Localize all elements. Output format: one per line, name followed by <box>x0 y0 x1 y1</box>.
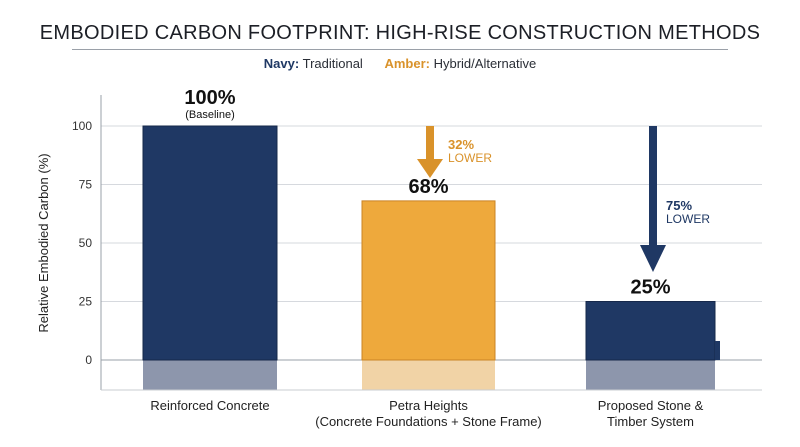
arrow-75-head <box>640 245 666 272</box>
value-label-2: 68% <box>408 176 448 198</box>
y-tick-label: 75 <box>79 178 93 192</box>
arrow-75-shaft <box>649 126 657 246</box>
bar-3-shadow <box>715 341 720 360</box>
bar-reflection <box>362 360 495 390</box>
y-tick-label: 50 <box>79 236 93 250</box>
y-tick-label: 100 <box>72 119 92 133</box>
legend-key-amber: Amber: <box>384 56 430 71</box>
legend-item-traditional: Navy: Traditional <box>264 56 363 71</box>
value-label-3: 25% <box>630 277 670 299</box>
bar-3 <box>585 301 716 361</box>
value-label-1: 100% <box>184 87 235 109</box>
legend: Navy: Traditional Amber: Hybrid/Alternat… <box>0 56 800 71</box>
legend-key-navy: Navy: <box>263 56 300 71</box>
y-tick-label: 25 <box>79 295 93 309</box>
category-label-3: Proposed Stone & <box>598 398 704 413</box>
legend-label-traditional: Traditional <box>302 56 363 71</box>
annotation-75-text: LOWER <box>666 212 710 226</box>
annotation-75-pct: 75% <box>666 198 692 213</box>
bar-reflection <box>586 360 715 390</box>
annotation-32-pct: 32% <box>448 137 474 152</box>
annotation-32-text: LOWER <box>448 151 492 165</box>
bar-2 <box>361 200 496 361</box>
value-sublabel-1: (Baseline) <box>185 109 235 121</box>
category-label-1: Reinforced Concrete <box>150 398 269 413</box>
category-label-3: Timber System <box>607 414 694 429</box>
arrow-32-shaft <box>426 126 434 160</box>
y-axis-label: Relative Embodied Carbon (%) <box>36 153 51 332</box>
arrow-32-head <box>417 159 443 178</box>
category-label-2: (Concrete Foundations + Stone Frame) <box>315 414 542 429</box>
category-label-2: Petra Heights <box>389 398 468 413</box>
bar-1 <box>142 125 278 361</box>
legend-item-hybrid: Amber: Hybrid/Alternative <box>384 56 536 71</box>
bar-reflection <box>143 360 277 390</box>
title-divider <box>72 49 728 50</box>
chart-title: EMBODIED CARBON FOOTPRINT: HIGH-RISE CON… <box>39 22 761 44</box>
y-tick-label: 0 <box>85 353 92 367</box>
legend-label-hybrid: Hybrid/Alternative <box>433 56 537 71</box>
